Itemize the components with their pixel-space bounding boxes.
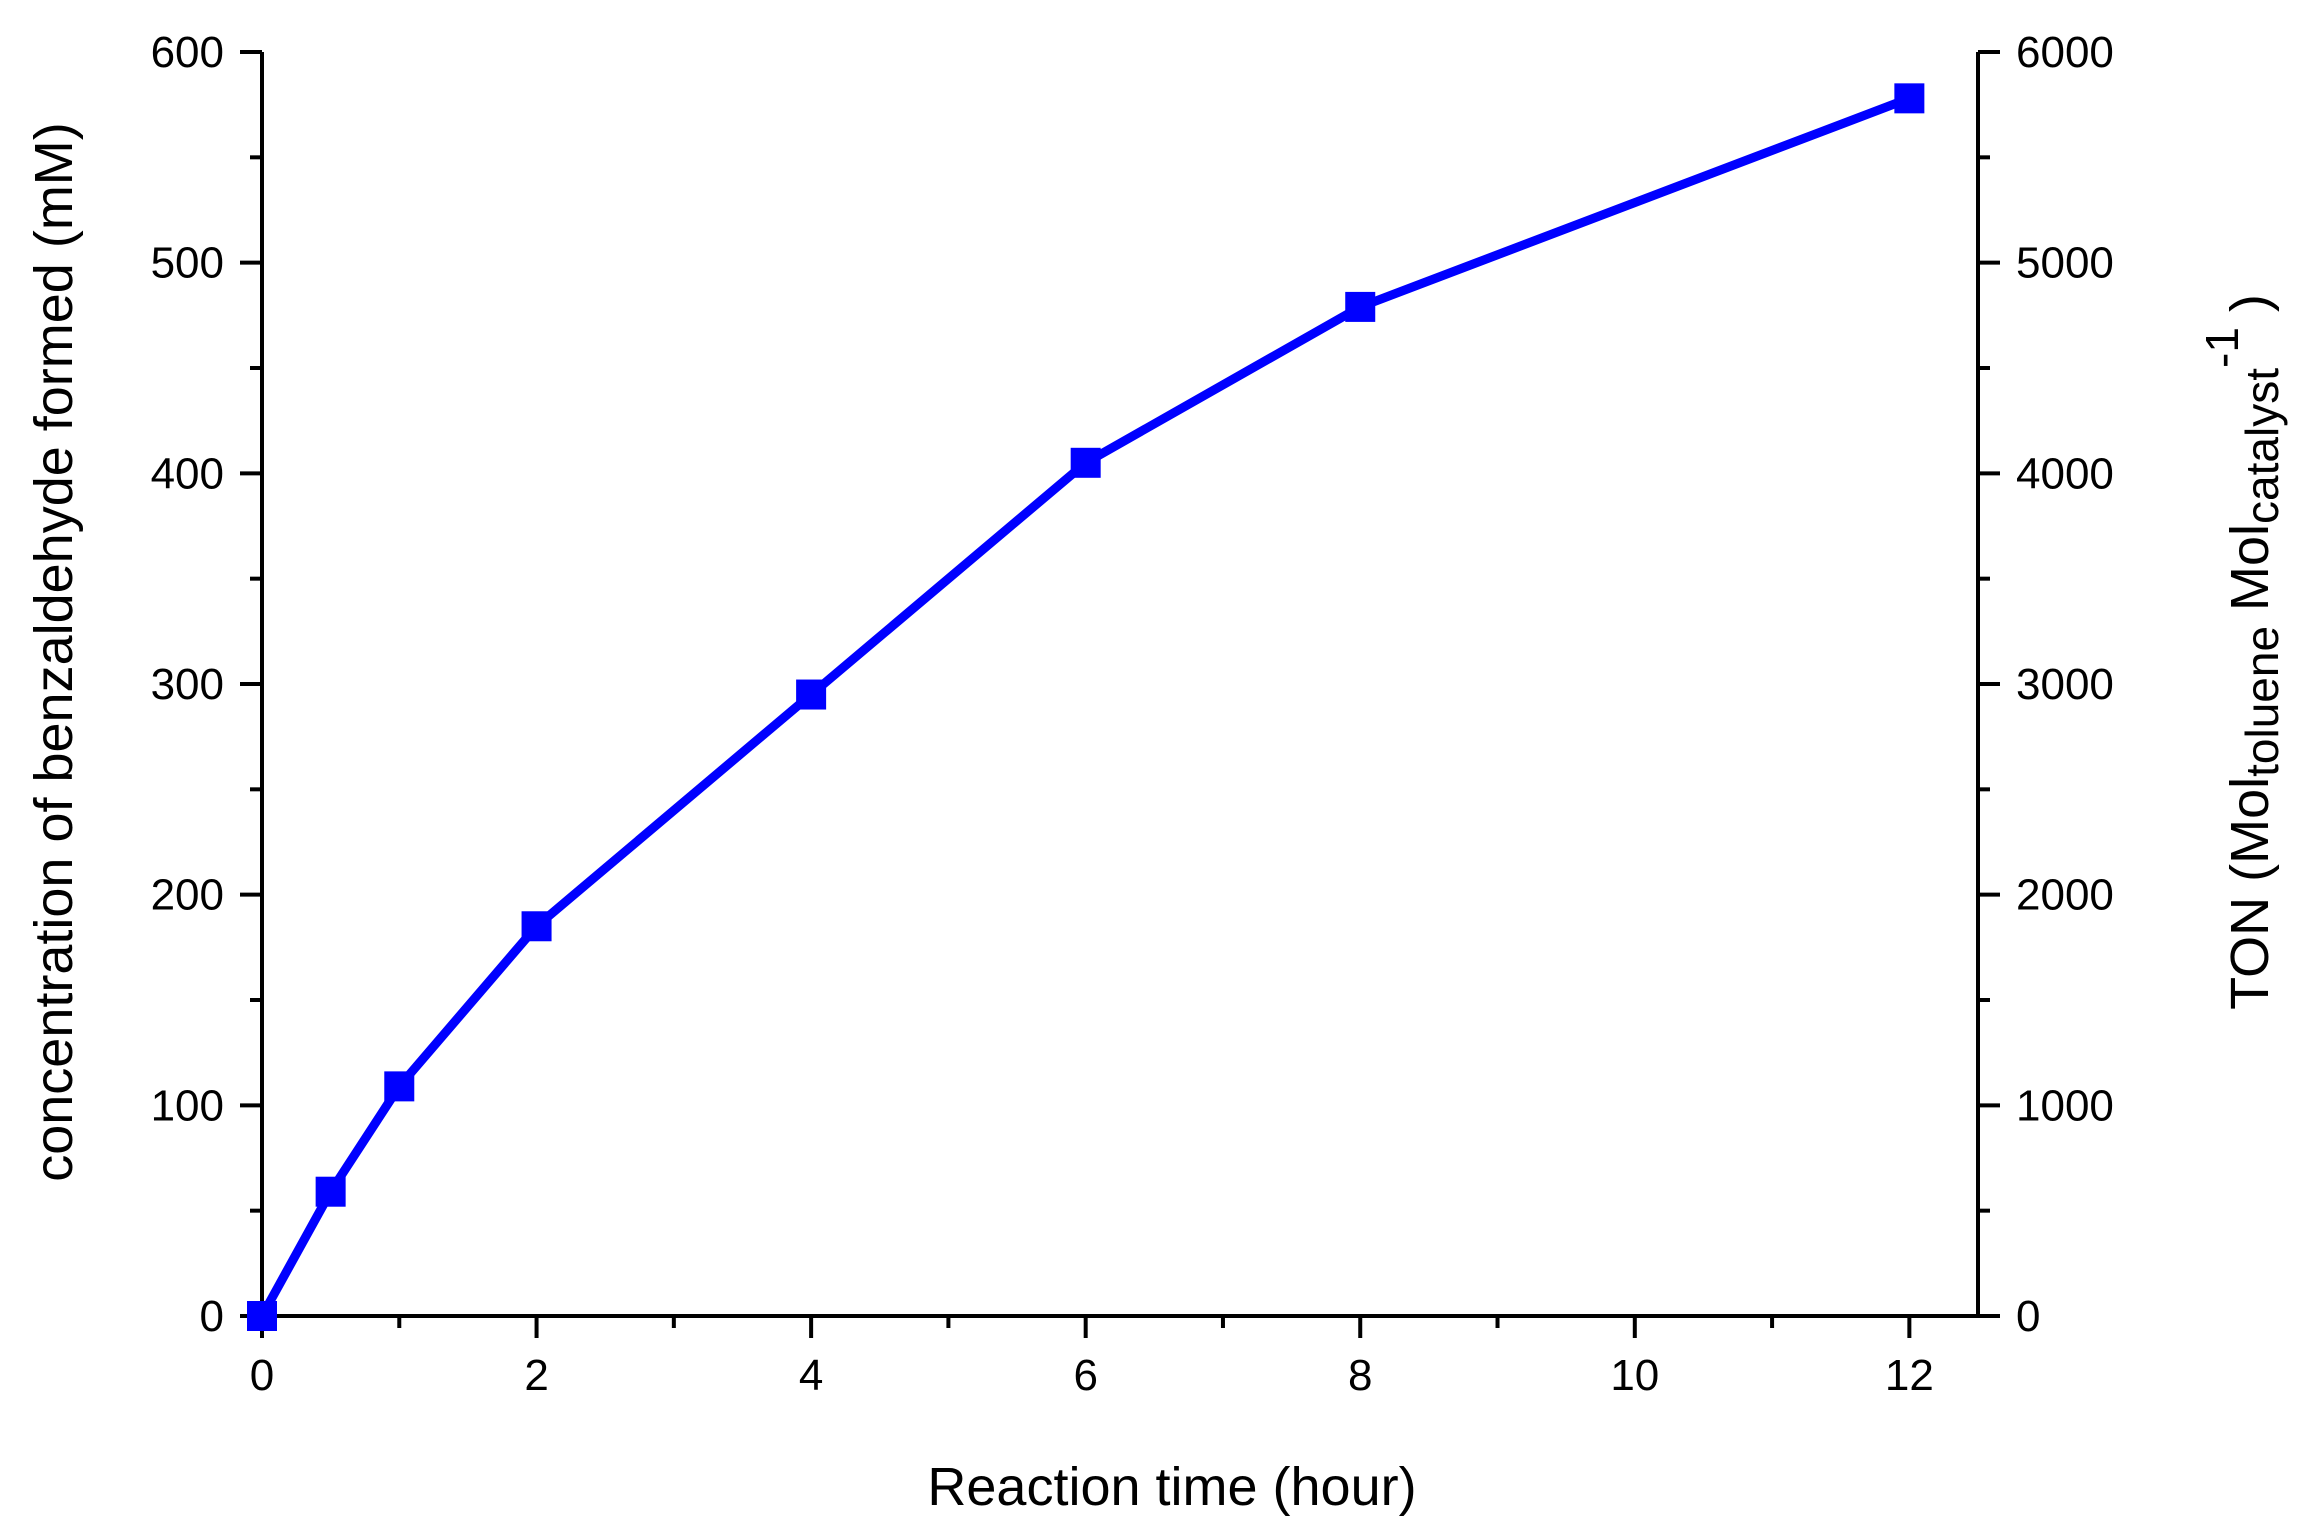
- y2-title-sup: -1: [2196, 327, 2248, 368]
- x-tick-label: 6: [1073, 1351, 1097, 1400]
- y2-title-prefix: TON (Mol: [2220, 777, 2280, 1010]
- data-point-marker: [521, 911, 552, 942]
- data-point-marker: [384, 1071, 415, 1102]
- y2-title-suffix: ): [2220, 294, 2280, 327]
- y2-tick-label: 5000: [2016, 239, 2114, 288]
- x-tick-label: 4: [799, 1351, 823, 1400]
- data-point-marker: [796, 679, 827, 710]
- y-tick-label: 600: [151, 28, 224, 77]
- tick-labels: 0 2 4 6 8 10 120100200300400500600010002000300…: [151, 28, 2114, 1400]
- y2-tick-label: 6000: [2016, 28, 2114, 77]
- y2-title-sub-catalyst: catalyst: [2236, 368, 2288, 524]
- x-tick-label: 0: [250, 1351, 274, 1400]
- ticks: [240, 50, 2000, 1338]
- y2-tick-label: 3000: [2016, 660, 2114, 709]
- series: [247, 83, 1925, 1331]
- y2-axis-title: TON (Moltoluene Molcatalyst-1 ): [2196, 294, 2288, 1010]
- series-line: [257, 93, 1914, 1321]
- y-tick-label: 300: [151, 660, 224, 709]
- y2-tick-label: 0: [2016, 1292, 2040, 1341]
- x-tick-label: 10: [1610, 1351, 1659, 1400]
- data-point-marker: [1345, 291, 1376, 322]
- x-axis-title: Reaction time (hour): [927, 1457, 1416, 1517]
- y-tick-label: 500: [151, 239, 224, 288]
- data-point-marker: [247, 1301, 277, 1331]
- y2-tick-label: 1000: [2016, 1081, 2114, 1130]
- y-tick-label: 100: [151, 1081, 224, 1130]
- data-point-marker: [315, 1176, 346, 1207]
- y-axis-title: concentration of benzaldehyde formed (mM…: [24, 122, 84, 1182]
- y-tick-label: 400: [151, 449, 224, 498]
- y2-title-sub-toluene: toluene: [2236, 626, 2288, 777]
- data-point-marker: [1894, 83, 1925, 114]
- x-tick-label: 12: [1885, 1351, 1934, 1400]
- x-tick-label: 8: [1348, 1351, 1372, 1400]
- axes: [260, 52, 1980, 1318]
- y-tick-label: 0: [200, 1292, 224, 1341]
- y2-tick-label: 2000: [2016, 871, 2114, 920]
- x-tick-label: 2: [524, 1351, 548, 1400]
- y2-tick-label: 4000: [2016, 449, 2114, 498]
- data-point-marker: [1070, 447, 1101, 478]
- y2-title-mid: Mol: [2220, 524, 2280, 626]
- y-tick-label: 200: [151, 871, 224, 920]
